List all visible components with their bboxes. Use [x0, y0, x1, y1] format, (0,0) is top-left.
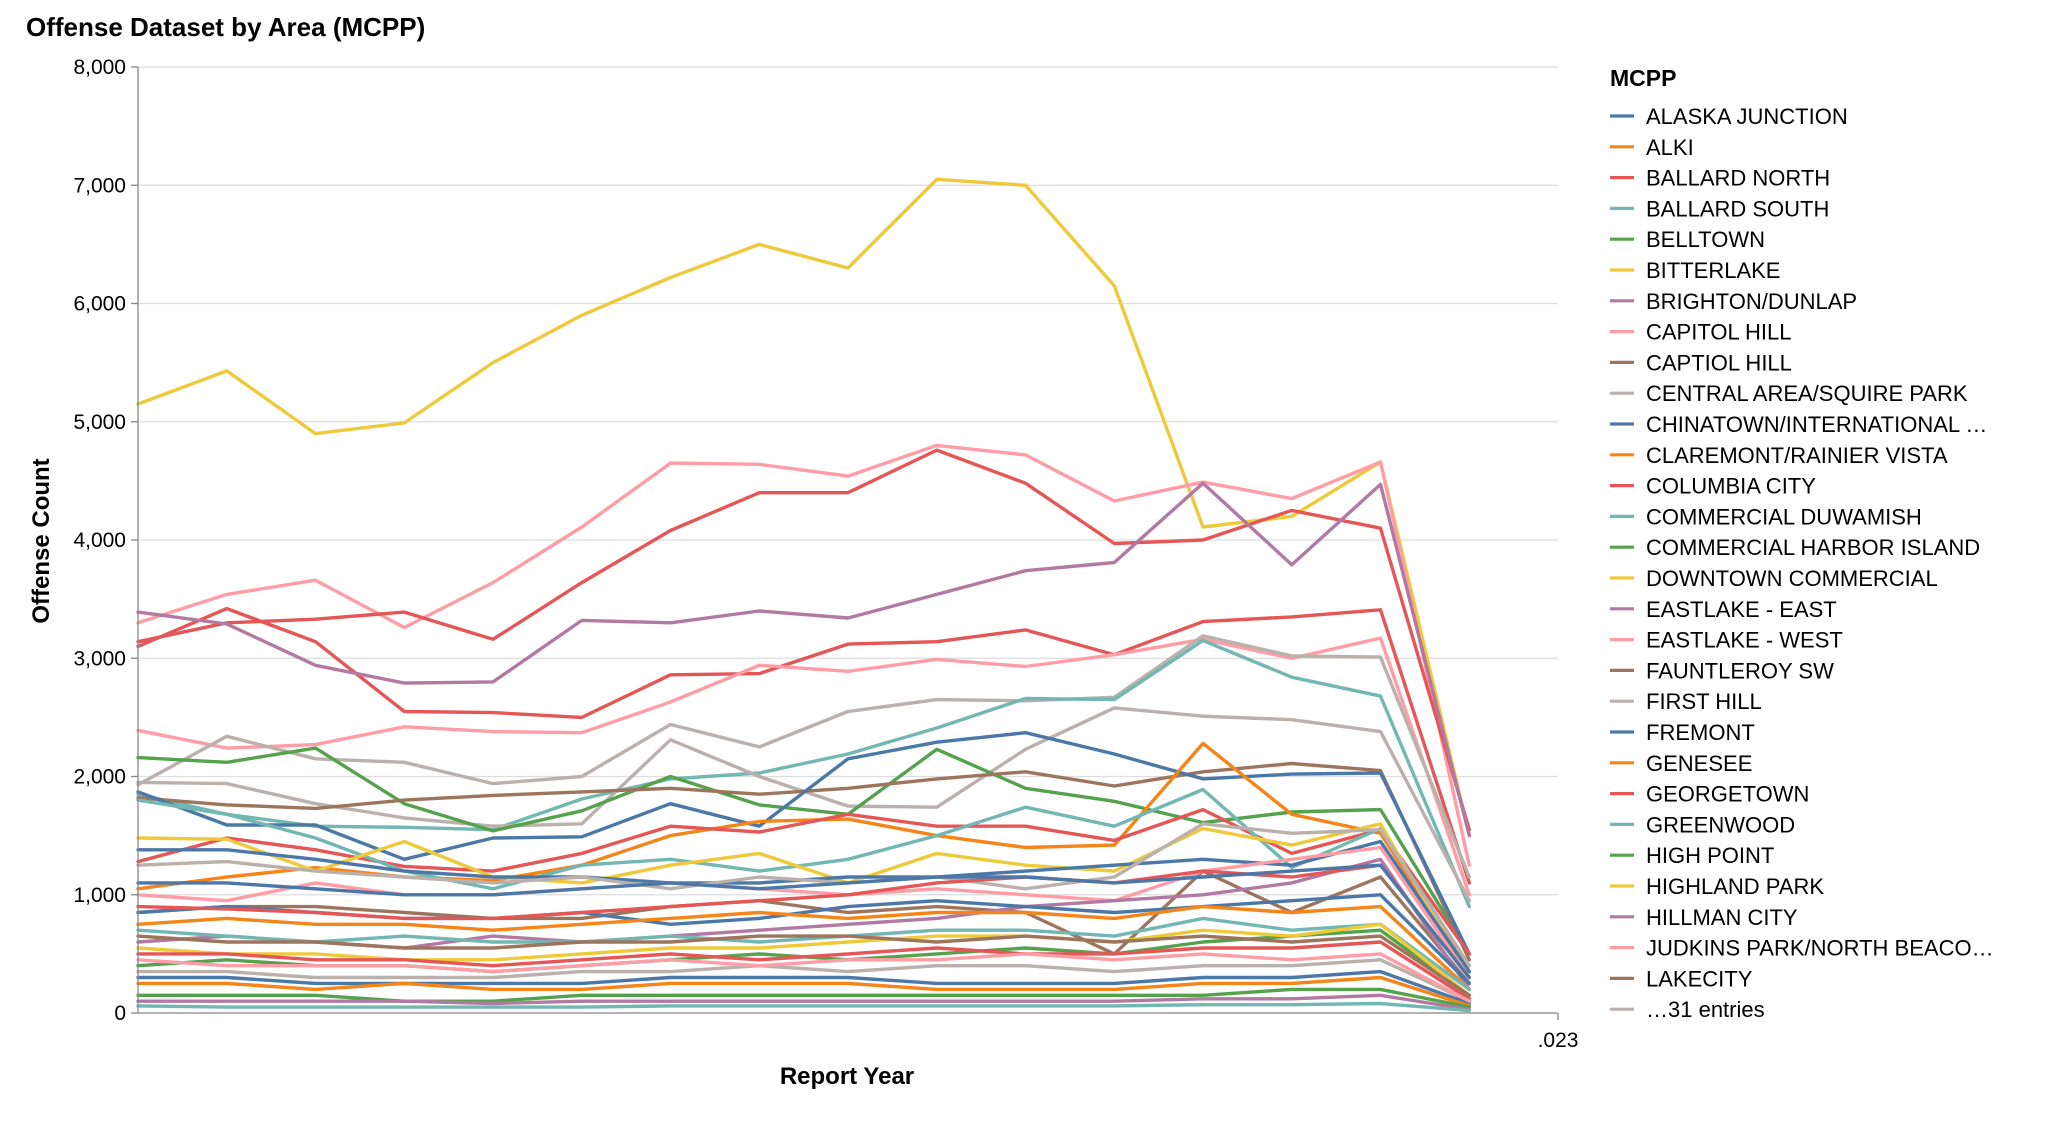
series-line	[136, 975, 1471, 1008]
series-line	[136, 863, 1471, 980]
series-line	[136, 845, 1471, 980]
series-line	[136, 1001, 1471, 1013]
legend-label[interactable]: GEORGETOWN	[1646, 782, 1809, 807]
series-line	[136, 916, 1471, 992]
series-line	[136, 993, 1471, 1012]
series-line	[136, 922, 1471, 997]
series-line	[136, 807, 1471, 956]
legend-label[interactable]: HIGHLAND PARK	[1646, 874, 1824, 899]
legend-label[interactable]: CAPTIOL HILL	[1646, 350, 1792, 375]
legend-label[interactable]: EASTLAKE - EAST	[1646, 597, 1837, 622]
series-line	[136, 822, 1471, 968]
series-line	[136, 443, 1471, 867]
legend-label[interactable]: BALLARD NORTH	[1646, 166, 1830, 191]
legend-label[interactable]: FAUNTLEROY SW	[1646, 658, 1834, 683]
legend-label[interactable]: JUDKINS PARK/NORTH BEACO…	[1646, 936, 1994, 961]
series-line	[136, 177, 1471, 838]
legend-label[interactable]: BELLTOWN	[1646, 227, 1765, 252]
series-line	[136, 969, 1471, 1006]
legend-label[interactable]: EASTLAKE - WEST	[1646, 628, 1843, 653]
series-line	[136, 952, 1471, 1003]
legend-label[interactable]: BITTERLAKE	[1646, 258, 1780, 283]
series-line	[136, 904, 1471, 992]
gridlines	[138, 66, 1558, 1014]
series-line	[136, 638, 1471, 909]
legend-label[interactable]: ALASKA JUNCTION	[1646, 104, 1848, 129]
y-tick-label: 1,000	[73, 884, 126, 907]
legend-label[interactable]: LAKECITY	[1646, 966, 1753, 991]
legend-label[interactable]: CHINATOWN/INTERNATIONAL …	[1646, 412, 1987, 437]
series-line	[136, 481, 1471, 838]
series-line	[136, 869, 1471, 986]
y-tick-label: 7,000	[73, 174, 126, 197]
legend-label[interactable]: CENTRAL AREA/SQUIRE PARK	[1646, 381, 1968, 406]
series-line	[136, 636, 1471, 897]
series-line	[136, 958, 1471, 1003]
series-line	[136, 448, 1471, 832]
legend-label[interactable]: BRIGHTON/DUNLAP	[1646, 289, 1857, 314]
series-line	[136, 741, 1471, 974]
legend-label[interactable]: FREMONT	[1646, 720, 1755, 745]
y-tick-label: 4,000	[73, 529, 126, 552]
y-tick-label: 0	[114, 1002, 126, 1025]
legend-label[interactable]: FIRST HILL	[1646, 689, 1762, 714]
y-tick-label: 2,000	[73, 766, 126, 789]
x-tick-label: .023	[1538, 1029, 1579, 1052]
legend-label[interactable]: ALKI	[1646, 135, 1694, 160]
legend-label[interactable]: GENESEE	[1646, 751, 1752, 776]
axes: 0 1,000 2,000 3,000 4,000 5,000 6,000 7,000 8,00…	[73, 56, 1578, 1052]
series-line	[136, 987, 1471, 1009]
series-line	[136, 606, 1471, 885]
series-line	[136, 746, 1471, 956]
y-axis-title: Offense Count	[28, 458, 55, 623]
chart-title: Offense Dataset by Area (MCPP)	[26, 12, 425, 42]
series-line	[136, 822, 1471, 980]
legend-label[interactable]: HIGH POINT	[1646, 843, 1774, 868]
legend-label[interactable]: COMMERCIAL DUWAMISH	[1646, 504, 1922, 529]
y-tick-label: 8,000	[73, 56, 126, 79]
legend: ALASKA JUNCTION ALKI BALLARD NORTH BALLARD …	[1610, 104, 1994, 1022]
series-line	[136, 634, 1471, 879]
y-tick-label: 6,000	[73, 293, 126, 316]
y-tick-label: 5,000	[73, 411, 126, 434]
legend-label[interactable]: CLAREMONT/RAINIER VISTA	[1646, 443, 1948, 468]
series-line	[136, 940, 1471, 1001]
legend-label[interactable]: CAPITOL HILL	[1646, 320, 1792, 345]
legend-label[interactable]: DOWNTOWN COMMERCIAL	[1646, 566, 1938, 591]
legend-label[interactable]: BALLARD SOUTH	[1646, 196, 1829, 221]
series-line	[136, 731, 1471, 956]
legend-label[interactable]: GREENWOOD	[1646, 812, 1795, 837]
x-axis-title: Report Year	[780, 1063, 914, 1090]
legend-title: MCPP	[1610, 65, 1676, 91]
y-tick-label: 3,000	[73, 647, 126, 670]
legend-label[interactable]: COLUMBIA CITY	[1646, 474, 1816, 499]
legend-label[interactable]: COMMERCIAL HARBOR ISLAND	[1646, 535, 1980, 560]
legend-label[interactable]: HILLMAN CITY	[1646, 905, 1798, 930]
legend-label[interactable]: …31 entries	[1646, 997, 1765, 1022]
series-line	[136, 934, 1471, 997]
series-lines	[136, 177, 1471, 1013]
